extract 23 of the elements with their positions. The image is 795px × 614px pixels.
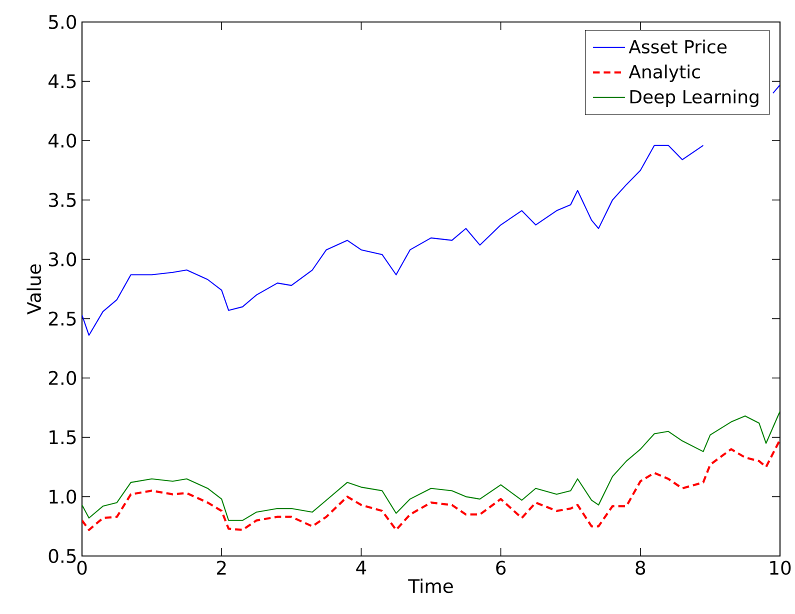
y-tick-label: 1.0 — [50, 490, 76, 504]
legend-label: Analytic — [628, 64, 700, 82]
x-tick-label: 0 — [77, 560, 87, 575]
y-tick-label: 2.5 — [48, 312, 76, 326]
y-tick-label: 4.5 — [48, 74, 76, 88]
x-tick-label: 2 — [217, 560, 226, 575]
x-axis-title: Time — [408, 578, 453, 594]
line-series — [82, 410, 780, 521]
line-series — [82, 438, 780, 531]
y-tick-label: 2.0 — [48, 370, 76, 386]
x-tick-label: 10 — [770, 560, 791, 575]
y-tick-label: 3.5 — [49, 192, 76, 208]
legend-label: Asset Price — [628, 40, 727, 54]
y-tick-label: 1.5 — [50, 430, 76, 444]
y-axis-title: Value — [26, 264, 42, 314]
x-tick-label: 4 — [356, 560, 366, 574]
y-tick-label: 0.5 — [48, 548, 76, 564]
x-tick-label: 6 — [496, 560, 506, 575]
y-tick-label: 4.0 — [48, 134, 76, 148]
x-tick-label: 8 — [636, 560, 646, 575]
y-tick-label: 5.0 — [49, 14, 76, 30]
y-tick-label: 3.0 — [49, 252, 76, 266]
legend-label: Deep Learning — [630, 90, 758, 108]
